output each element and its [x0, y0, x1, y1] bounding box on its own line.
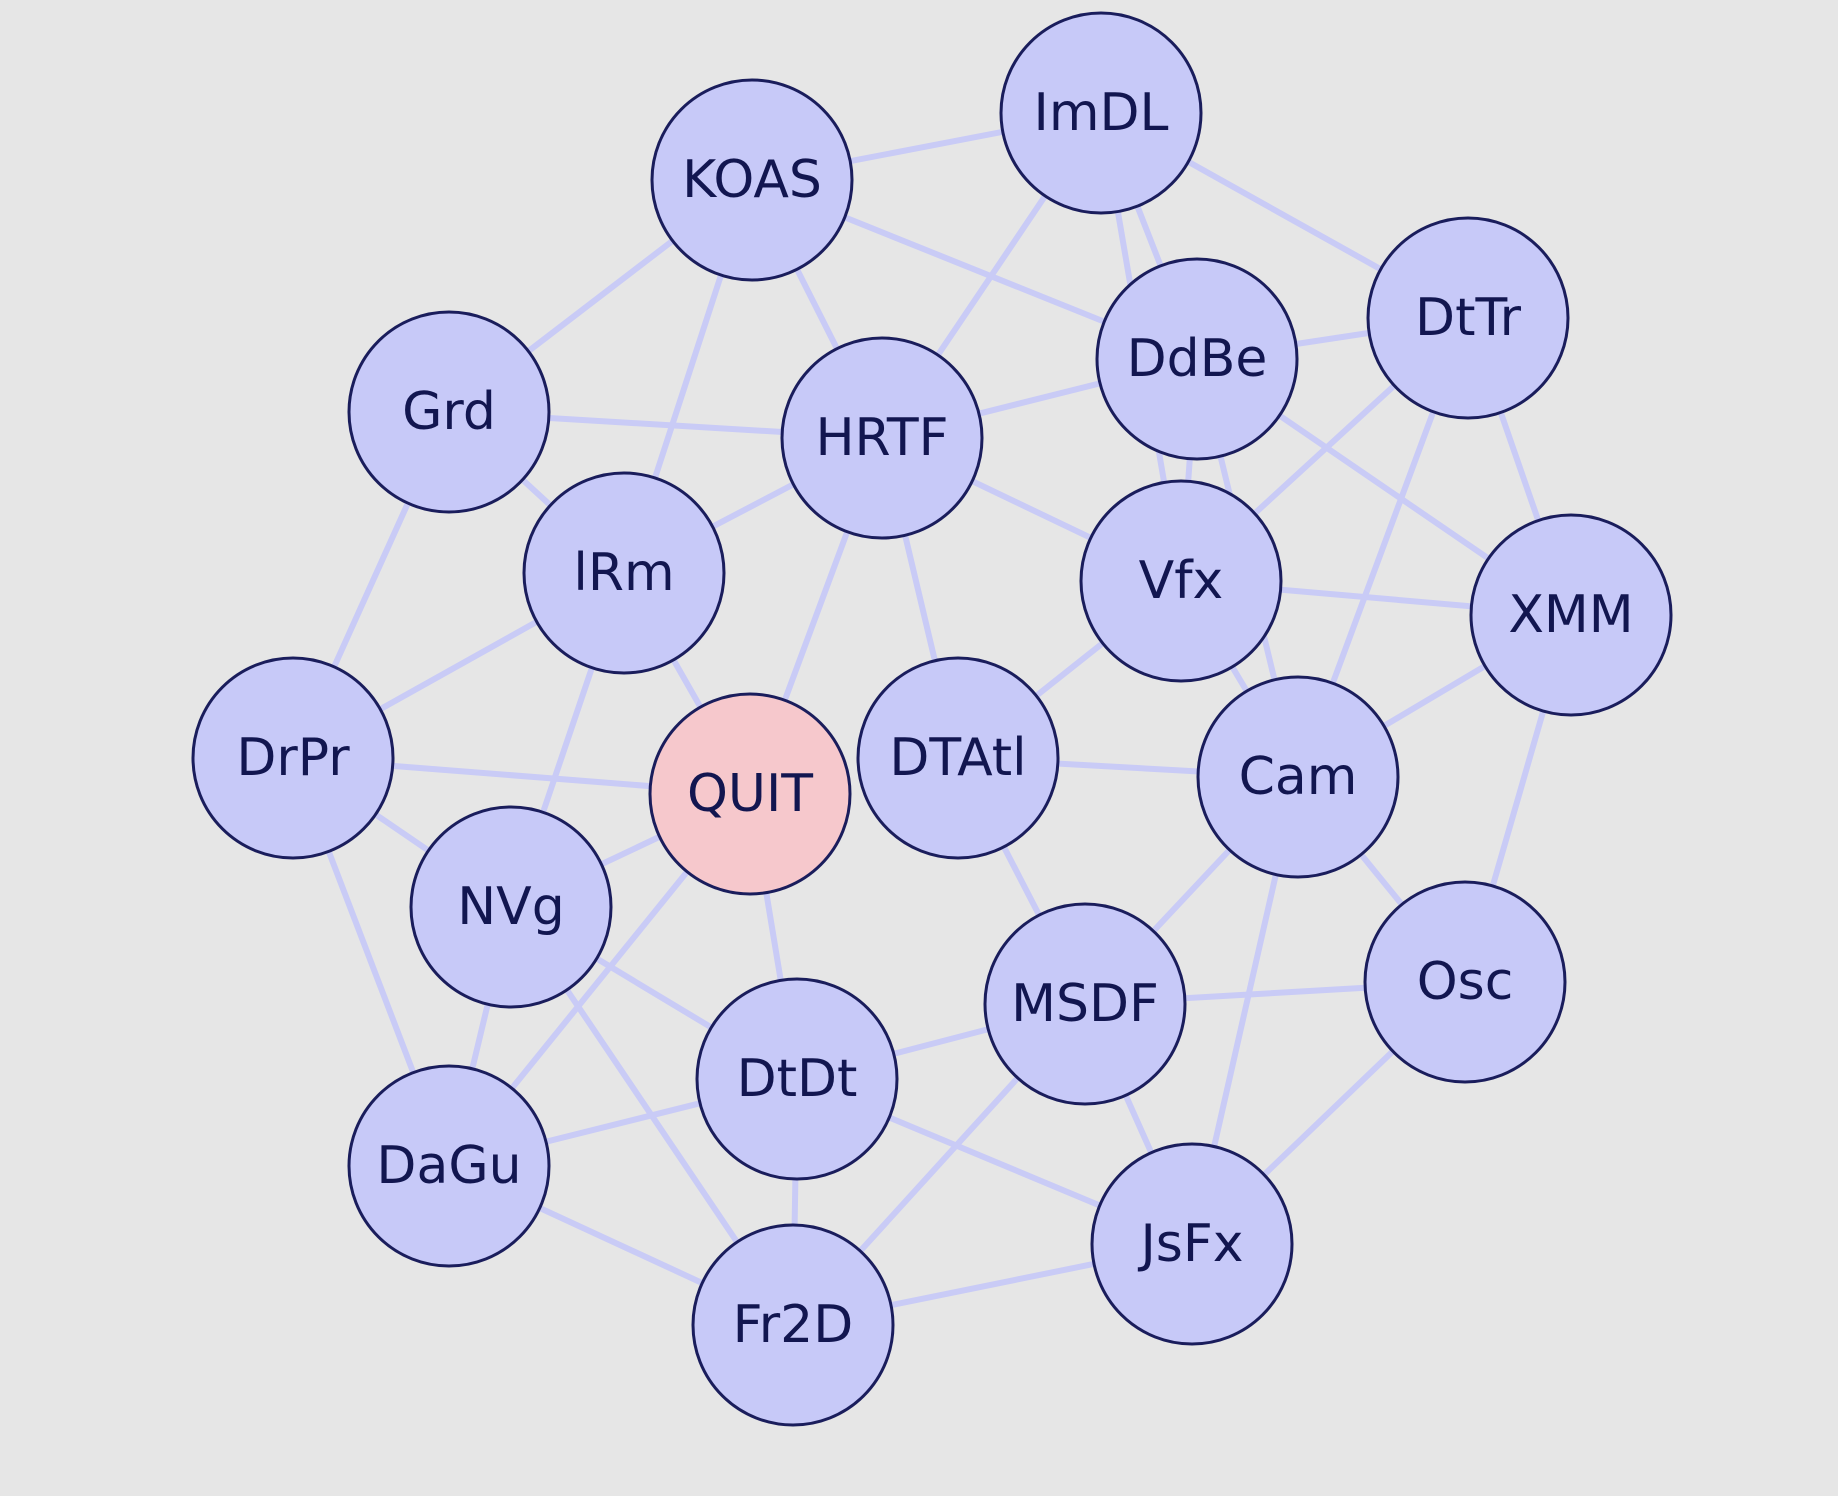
node-dtatl: DTAtl: [856, 656, 1060, 860]
node-circle: [1196, 675, 1400, 879]
node-irm: lRm: [522, 471, 726, 675]
node-drpr: DrPr: [191, 656, 395, 860]
node-circle: [191, 656, 395, 860]
node-circle: [1366, 216, 1570, 420]
node-label: KOAS: [682, 150, 822, 210]
node-label: DTAtl: [889, 728, 1026, 788]
node-fr2d: Fr2D: [691, 1223, 895, 1427]
nodes-layer: ImDL KOAS DtTr DdBe Grd HRTF lRm Vfx XMM DrPr QUIT…: [191, 11, 1673, 1427]
node-imdl: ImDL: [999, 11, 1203, 215]
node-label: DtTr: [1415, 288, 1522, 348]
node-label: Cam: [1239, 747, 1358, 807]
node-label: Fr2D: [733, 1295, 854, 1355]
node-label: MSDF: [1011, 974, 1159, 1034]
node-label: XMM: [1508, 585, 1633, 645]
node-circle: [780, 336, 984, 540]
node-label: Osc: [1417, 952, 1514, 1012]
node-circle: [691, 1223, 895, 1427]
node-osc: Osc: [1363, 880, 1567, 1084]
node-jsfx: JsFx: [1090, 1142, 1294, 1346]
node-circle: [650, 78, 854, 282]
node-cam: Cam: [1196, 675, 1400, 879]
node-circle: [1469, 513, 1673, 717]
node-circle: [999, 11, 1203, 215]
node-vfx: Vfx: [1079, 479, 1283, 683]
node-circle: [1090, 1142, 1294, 1346]
node-label: JsFx: [1137, 1214, 1243, 1274]
node-koas: KOAS: [650, 78, 854, 282]
node-ddbe: DdBe: [1095, 257, 1299, 461]
node-dagu: DaGu: [347, 1064, 551, 1268]
node-xmm: XMM: [1469, 513, 1673, 717]
node-label: Grd: [402, 382, 496, 442]
node-label: NVg: [457, 877, 564, 937]
node-msdf: MSDF: [983, 902, 1187, 1106]
node-circle: [347, 310, 551, 514]
node-circle: [1095, 257, 1299, 461]
node-label: HRTF: [815, 408, 948, 468]
node-label: DrPr: [236, 728, 350, 788]
node-nvg: NVg: [409, 805, 613, 1009]
node-label: ImDL: [1033, 83, 1168, 143]
quit-button[interactable]: QUIT: [648, 692, 852, 896]
node-circle[interactable]: [648, 692, 852, 896]
node-label: DaGu: [376, 1136, 521, 1196]
node-circle: [695, 977, 899, 1181]
node-circle: [856, 656, 1060, 860]
node-hrtf: HRTF: [780, 336, 984, 540]
node-label: QUIT: [687, 764, 813, 824]
node-dttr: DtTr: [1366, 216, 1570, 420]
node-circle: [1079, 479, 1283, 683]
node-grd: Grd: [347, 310, 551, 514]
node-label: DdBe: [1127, 329, 1268, 389]
node-circle: [347, 1064, 551, 1268]
node-label: Vfx: [1139, 551, 1224, 611]
node-dtdt: DtDt: [695, 977, 899, 1181]
node-label: lRm: [573, 543, 674, 603]
node-circle: [1363, 880, 1567, 1084]
node-circle: [409, 805, 613, 1009]
node-circle: [983, 902, 1187, 1106]
node-circle: [522, 471, 726, 675]
node-label: DtDt: [737, 1049, 858, 1109]
